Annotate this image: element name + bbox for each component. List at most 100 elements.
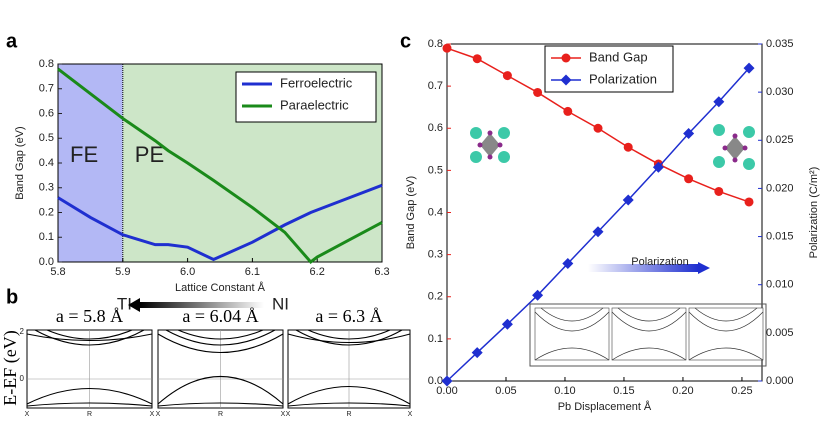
arrow-label: TI (117, 294, 132, 313)
x-tick-label: 6.3 (374, 266, 389, 278)
marker (714, 186, 724, 196)
y-tick-label: 0.2 (39, 206, 54, 218)
legend-label: Polarization (589, 71, 657, 86)
band-y-tick: 0 (20, 374, 25, 383)
y-tick-label: 0.8 (39, 58, 54, 70)
arrow-label: NI (272, 294, 289, 313)
arrow-head (128, 298, 140, 312)
y2-tick-label: 0.020 (766, 182, 794, 194)
marker (533, 87, 543, 97)
y-tick-label: 0.7 (39, 83, 54, 95)
inset-band (694, 307, 758, 322)
inset-band (611, 311, 687, 332)
k-label: R (87, 411, 92, 418)
inset-band (688, 347, 764, 361)
band-title: a = 5.8 Å (56, 306, 123, 326)
inset-arrow (588, 264, 698, 272)
marker (532, 289, 544, 301)
y2-tick-label: 0.010 (766, 279, 794, 291)
inset-panel (611, 307, 687, 361)
marker (563, 106, 573, 116)
legend-marker (561, 53, 571, 63)
band (177, 329, 264, 340)
marker (713, 96, 725, 108)
panel-label: c (400, 30, 411, 52)
y-tick-label: 0.6 (428, 122, 443, 134)
panel-label: b (6, 286, 18, 308)
y-axis-label: E-EF (eV) (0, 330, 21, 405)
y-axis-label: Band Gap (eV) (14, 126, 26, 199)
inset-band (611, 347, 687, 361)
y2-tick-label: 0.000 (766, 375, 794, 387)
x-tick-label: 6.2 (310, 266, 325, 278)
band (26, 402, 153, 407)
series-line (57, 183, 383, 262)
inset-band (688, 311, 764, 332)
band (287, 402, 411, 407)
y2-tick-label: 0.030 (766, 86, 794, 98)
x-tick-label: 0.25 (731, 385, 752, 397)
inset-band (534, 311, 610, 332)
legend-marker (560, 74, 572, 86)
y-tick-label: 0.5 (428, 164, 443, 176)
band (287, 333, 411, 344)
band (34, 329, 145, 346)
band (46, 329, 133, 340)
y2-tick-label: 0.035 (766, 38, 794, 50)
marker (471, 347, 483, 359)
y-tick-label: 0.0 (428, 375, 443, 387)
y-tick-label: 0.3 (39, 182, 54, 194)
arrow (140, 302, 264, 308)
marker (652, 161, 664, 173)
y-tick-label: 0.4 (39, 157, 54, 169)
legend-box (235, 71, 377, 123)
x-tick-label: 0.10 (554, 385, 575, 397)
band (287, 385, 411, 405)
marker (442, 43, 452, 53)
y-tick-label: 0.1 (428, 333, 443, 345)
x-axis-label: Pb Displacement Å (558, 400, 652, 413)
panel-label: a (6, 30, 18, 52)
x-tick-label: 5.8 (50, 266, 65, 278)
band (307, 329, 391, 340)
band (157, 333, 284, 354)
series-line (57, 67, 383, 265)
marker (683, 128, 695, 140)
marker (593, 123, 603, 133)
marker (472, 54, 482, 64)
y-tick-label: 0.1 (39, 231, 54, 243)
marker (562, 258, 574, 270)
legend-label: Band Gap (589, 49, 648, 64)
y-axis-label: Band Gap (eV) (405, 176, 417, 249)
x-tick-label: 6.1 (245, 266, 260, 278)
inset-band (617, 307, 681, 322)
x-tick-label: 6.0 (180, 266, 195, 278)
k-label: R (346, 411, 351, 418)
y2-tick-label: 0.015 (766, 230, 794, 242)
band (157, 376, 284, 405)
y2-axis-label: Polarization (C/m²) (808, 167, 820, 259)
inset-frame (529, 303, 767, 367)
marker (592, 226, 604, 238)
marker (744, 197, 754, 207)
k-label: X (281, 411, 286, 418)
k-label: X (408, 411, 413, 418)
y2-tick-label: 0.005 (766, 327, 794, 339)
k-label: X (150, 411, 155, 418)
band (26, 387, 153, 405)
marker (743, 62, 755, 74)
marker (501, 318, 513, 330)
band-y-tick: 2 (20, 327, 25, 336)
band-panels: a = 5.8 Å X R Xa = 6.04 Å X R Xa = 6.3 Å X R X 2 0 (20, 306, 413, 418)
k-label: R (218, 411, 223, 418)
x-axis-label: Lattice Constant Å (175, 281, 266, 294)
y-tick-label: 0.6 (39, 107, 54, 119)
marker (623, 142, 633, 152)
inset-band (534, 347, 610, 361)
band (165, 329, 276, 346)
marker (441, 375, 453, 387)
legend-label: Paraelectric (280, 97, 349, 112)
marker (502, 71, 512, 81)
k-label: X (286, 411, 291, 418)
x-tick-label: 0.05 (495, 385, 516, 397)
